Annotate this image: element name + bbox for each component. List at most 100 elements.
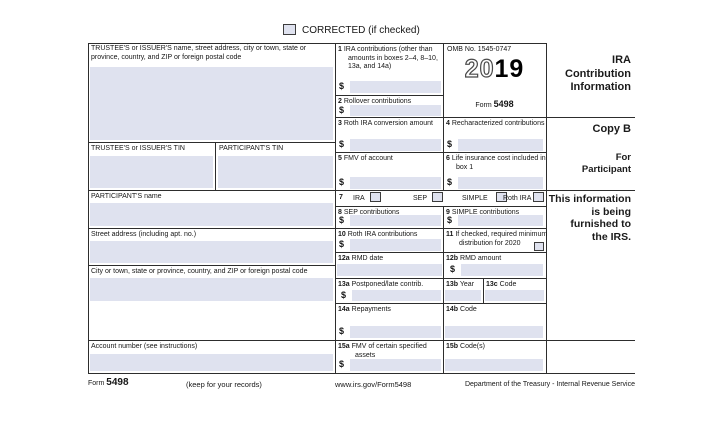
box5-amount-input[interactable]	[350, 177, 441, 189]
box9-dollar: $	[447, 215, 453, 225]
divider	[88, 142, 335, 143]
box3-amount-input[interactable]	[350, 139, 441, 151]
box10-label: 10 Roth IRA contributions	[338, 231, 418, 238]
form-title: IRA Contribution Information	[565, 54, 631, 93]
box13b-year-input[interactable]	[445, 290, 481, 301]
trustee-name-label: TRUSTEE'S or ISSUER'S name, street addre…	[91, 45, 307, 61]
city-input[interactable]	[90, 278, 333, 301]
box15a-label: 15a FMV of certain specified assets	[338, 343, 427, 359]
participant-name-input[interactable]	[90, 203, 333, 226]
box12a-label: 12a RMD date	[338, 255, 384, 262]
box15b-codes-input[interactable]	[445, 359, 543, 371]
box7-number: 7	[339, 194, 343, 201]
box8-amount-input[interactable]	[350, 215, 441, 226]
ira-checkbox[interactable]	[370, 192, 381, 202]
box8-dollar: $	[339, 215, 345, 225]
rmd-2020-checkbox[interactable]	[534, 242, 544, 251]
sep-checkbox[interactable]	[432, 192, 443, 202]
divider	[335, 303, 546, 304]
box14a-dollar: $	[339, 326, 345, 336]
box2-dollar: $	[339, 105, 345, 115]
participant-name-label: PARTICIPANT'S name	[91, 193, 162, 200]
box6-amount-input[interactable]	[458, 177, 543, 189]
divider	[88, 228, 546, 229]
box4-label: 4 Recharacterized contributions	[446, 120, 545, 127]
box15b-label: 15b Code(s)	[446, 343, 485, 350]
street-address-input[interactable]	[90, 241, 333, 263]
corrected-checkbox[interactable]	[283, 24, 296, 35]
omb-form-number: Form 5498	[475, 99, 514, 110]
box15a-amount-input[interactable]	[350, 359, 441, 371]
account-number-input[interactable]	[90, 354, 333, 371]
box13c-code-input[interactable]	[485, 290, 544, 301]
divider	[443, 43, 444, 190]
divider	[88, 340, 635, 341]
box9-label: 9 SIMPLE contributions	[446, 209, 520, 216]
box2-label: 2 Rollover contributions	[338, 98, 412, 105]
tax-year: 2019	[464, 54, 525, 83]
participant-tin-input[interactable]	[218, 156, 333, 188]
box3-label: 3 Roth IRA conversion amount	[338, 120, 433, 127]
street-address-label: Street address (including apt. no.)	[91, 231, 197, 238]
box15a-dollar: $	[339, 359, 345, 369]
divider	[88, 373, 635, 374]
box1-amount-input[interactable]	[350, 81, 441, 93]
furnished-to-irs-label: This information is being furnished to t…	[548, 193, 631, 243]
box12b-dollar: $	[450, 264, 456, 274]
box14b-code-input[interactable]	[445, 326, 543, 338]
box13b-label: 13b Year	[446, 281, 475, 288]
footer-form-number: Form 5498	[88, 377, 129, 388]
box10-amount-input[interactable]	[350, 239, 441, 251]
box10-dollar: $	[339, 239, 345, 249]
trustee-name-input[interactable]	[90, 67, 333, 140]
corrected-label: CORRECTED (if checked)	[302, 25, 420, 36]
divider	[335, 43, 336, 373]
box4-dollar: $	[447, 139, 453, 149]
box13a-label: 13a Postponed/late contrib.	[338, 281, 424, 288]
city-label: City or town, state or province, country…	[91, 268, 308, 275]
roth-ira-checkbox[interactable]	[533, 192, 544, 202]
footer-url: www.irs.gov/Form5498	[335, 380, 412, 389]
copy-b-label: Copy B	[592, 123, 632, 135]
box12a-date-input[interactable]	[337, 264, 442, 276]
divider	[335, 278, 546, 279]
divider	[88, 43, 547, 44]
divider	[215, 142, 216, 190]
box13a-dollar: $	[341, 290, 347, 300]
divider	[335, 206, 546, 207]
box9-amount-input[interactable]	[458, 215, 543, 226]
participant-tin-label: PARTICIPANT'S TIN	[219, 145, 284, 152]
for-participant-label: For Participant	[581, 152, 631, 175]
box6-label: 6 Life insurance cost included in box 1	[446, 155, 546, 171]
box8-label: 8 SEP contributions	[338, 209, 400, 216]
box12b-label: 12b RMD amount	[446, 255, 502, 262]
trustee-tin-input[interactable]	[90, 156, 213, 188]
box11-label: 11 If checked, required minimum distribu…	[446, 231, 548, 247]
trustee-tin-label: TRUSTEE'S or ISSUER'S TIN	[91, 145, 185, 152]
box5-label: 5 FMV of account	[338, 155, 393, 162]
box7-ira-label: IRA	[353, 195, 365, 202]
box3-dollar: $	[339, 139, 345, 149]
box6-dollar: $	[447, 177, 453, 187]
omb-number: OMB No. 1545-0747	[447, 46, 512, 53]
box14a-label: 14a Repayments	[338, 306, 391, 313]
box2-amount-input[interactable]	[350, 105, 441, 116]
footer-keep-label: (keep for your records)	[186, 380, 262, 389]
box14b-label: 14b Code	[446, 306, 477, 313]
box12b-amount-input[interactable]	[461, 264, 543, 276]
divider	[335, 95, 443, 96]
divider	[335, 152, 546, 153]
box13a-amount-input[interactable]	[352, 290, 441, 301]
box7-sep-label: SEP	[413, 195, 428, 202]
box4-amount-input[interactable]	[458, 139, 543, 151]
divider	[88, 190, 635, 191]
divider	[546, 43, 547, 373]
divider	[335, 117, 635, 118]
box7-roth-ira-label: Roth IRA	[503, 195, 532, 202]
box7-simple-label: SIMPLE	[462, 195, 488, 202]
box1-label: 1 IRA contributions (other than amounts …	[338, 46, 438, 70]
simple-checkbox[interactable]	[496, 192, 507, 202]
footer-department: Department of the Treasury - Internal Re…	[464, 381, 635, 388]
box14a-amount-input[interactable]	[350, 326, 441, 338]
